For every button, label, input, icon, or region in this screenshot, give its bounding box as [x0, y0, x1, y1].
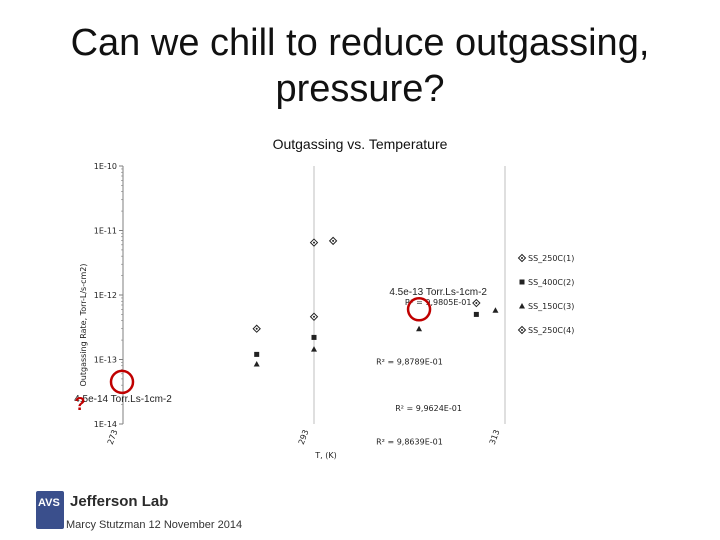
- point-2-1: [311, 346, 317, 352]
- legend-label-3: SS_250C(4): [528, 326, 574, 335]
- y-axis-label: Outgassing Rate, Torr-L/s-cm2): [79, 263, 88, 386]
- chart-title: Outgassing vs. Temperature: [273, 136, 448, 152]
- annotation-5: R² = 9,8639E-01: [376, 438, 443, 447]
- legend-marker-2: [519, 303, 525, 309]
- x-tick-label-1: 293: [297, 428, 311, 445]
- data-points: [252, 236, 499, 367]
- annotation-0: 4.5e-13 Torr.Ls-1cm-2: [389, 287, 487, 298]
- footer: Marcy Stutzman 12 November 2014: [66, 519, 243, 531]
- legend-marker-1: [519, 279, 525, 285]
- avs-badge-text: AVS: [38, 497, 60, 509]
- legend-label-1: SS_400C(2): [528, 278, 574, 287]
- legend: SS_250C(1) SS_400C(2) SS_150C(3) SS_250C(4): [517, 253, 574, 335]
- y-tick-labels: 1E-10 1E-11 1E-12 1E-13 1E-14: [94, 162, 123, 429]
- highlight-circle-1: [406, 297, 432, 322]
- y-tick-label-3: 1E-13: [94, 356, 117, 365]
- point-2-2: [416, 325, 423, 332]
- legend-label-2: SS_150C(3): [528, 302, 574, 311]
- annotations: 4.5e-13 Torr.Ls-1cm-2R² = 9,9805E-01 R² =…: [74, 287, 487, 447]
- point-1-0: [254, 351, 260, 357]
- logo-text: Jefferson Lab: [70, 493, 169, 510]
- highlight-circles: [109, 297, 432, 395]
- point-3-0-dot: [255, 327, 258, 330]
- x-tick-label-2: 313: [488, 428, 502, 445]
- point-2-3: [492, 307, 499, 313]
- annotation-1: R² = 9,9805E-01: [405, 298, 472, 307]
- question-mark: ?: [75, 394, 86, 414]
- y-tick-label-2: 1E-12: [94, 291, 117, 300]
- legend-marker-3-dot: [521, 329, 523, 331]
- point-3-2-dot: [475, 302, 478, 305]
- gridlines: [313, 166, 506, 424]
- point-0-1-dot: [332, 239, 335, 242]
- point-1-1: [311, 334, 317, 340]
- highlight-circle-0: [109, 369, 135, 395]
- point-3-1-dot: [313, 315, 315, 318]
- y-tick-label-1: 1E-11: [94, 227, 117, 236]
- point-1-2: [473, 311, 479, 317]
- y-tick-label-4: 1E-14: [94, 420, 117, 429]
- legend-label-0: SS_250C(1): [528, 254, 574, 263]
- x-tick-label-0: 273: [106, 428, 120, 445]
- x-axis-label: T, (K): [314, 451, 336, 460]
- avs-badge-icon: AVS: [36, 491, 64, 529]
- annotation-4: R² = 9,9624E-01: [395, 404, 462, 413]
- legend-marker-0-dot: [521, 257, 523, 259]
- point-0-0-dot: [313, 241, 315, 244]
- slide-title: Can we chill to reduce outgassing, press…: [70, 22, 650, 110]
- point-2-0: [253, 361, 260, 367]
- y-tick-label-0: 1E-10: [94, 162, 117, 171]
- jefferson-lab-logo: AVS Jefferson Lab: [36, 491, 206, 535]
- y-minor-ticks: [121, 168, 123, 405]
- annotation-2: R² = 9,8789E-01: [376, 357, 443, 366]
- annotation-3: 4.5e-14 Torr.Ls-1cm-2: [74, 394, 172, 405]
